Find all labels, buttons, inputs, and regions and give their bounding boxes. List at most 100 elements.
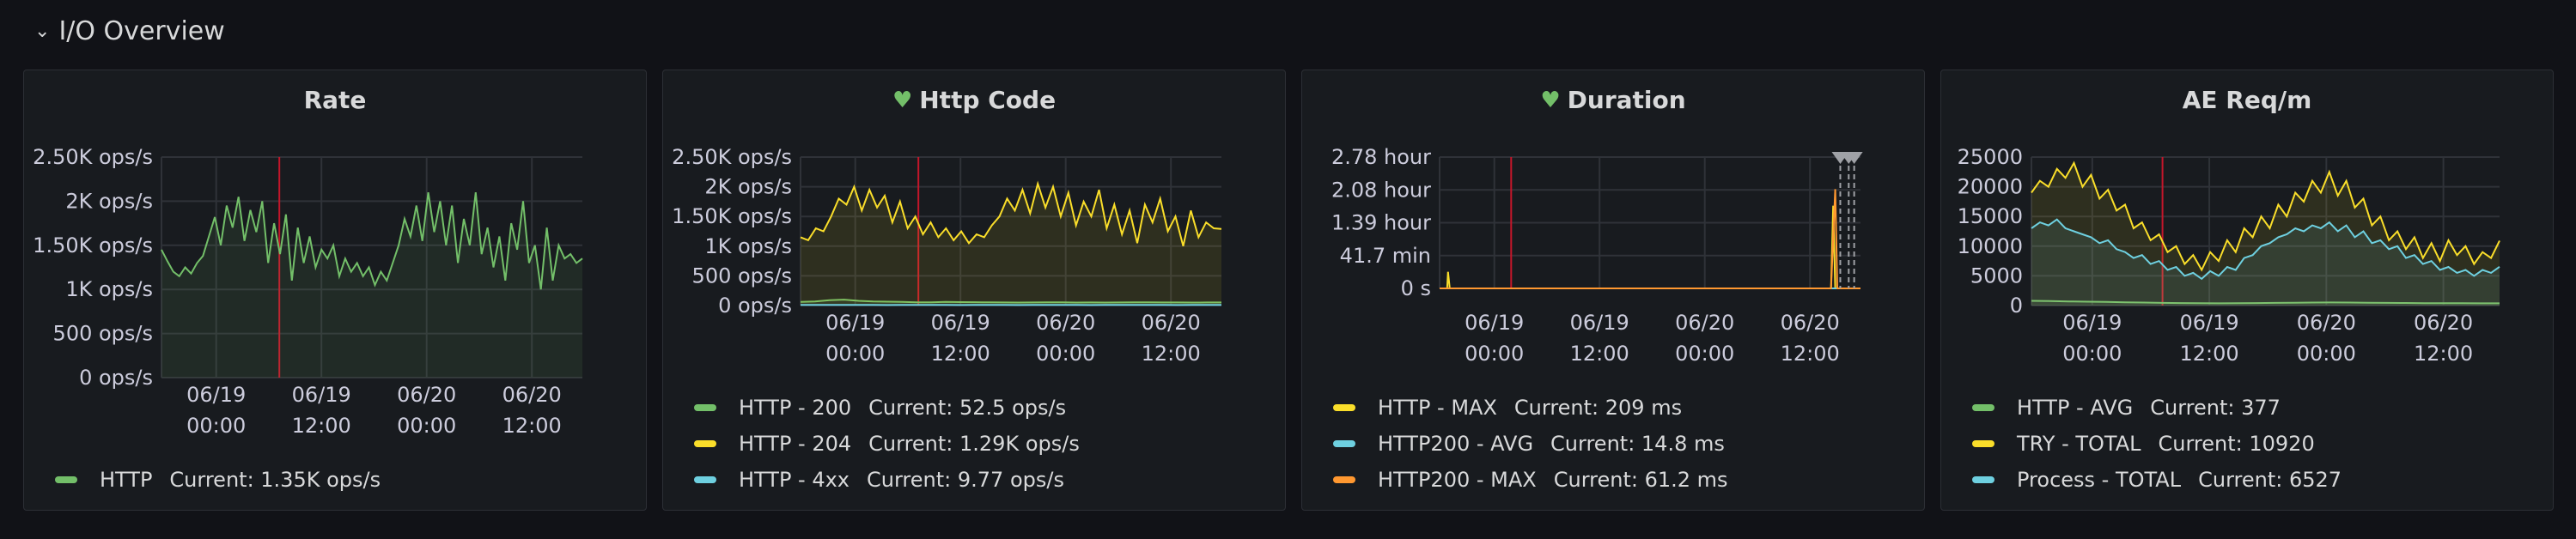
x-tick-label: 06/20 bbox=[1675, 311, 1734, 335]
y-tick-label: 1.50K ops/s bbox=[33, 233, 153, 257]
x-tick-label: 00:00 bbox=[2297, 342, 2356, 366]
legend-name: HTTP200 - AVG bbox=[1378, 432, 1534, 456]
y-tick-label: 1K ops/s bbox=[65, 277, 153, 301]
y-tick-label: 2K ops/s bbox=[65, 189, 153, 213]
y-tick-label: 15000 bbox=[1958, 204, 2023, 228]
series-line-1[interactable] bbox=[800, 180, 1222, 247]
legend-value: Current: 14.8 ms bbox=[1550, 432, 1725, 456]
panel-title-text: Duration bbox=[1567, 86, 1686, 114]
series-area bbox=[2031, 162, 2500, 306]
panel-title[interactable]: Rate bbox=[24, 86, 646, 114]
y-tick-label: 2K ops/s bbox=[704, 175, 792, 199]
chevron-down-icon[interactable]: ⌄ bbox=[34, 20, 51, 42]
chart-http-code[interactable]: 0 ops/s 500 ops/s 1K ops/s 1.50K ops/s 2K op… bbox=[663, 70, 1287, 512]
x-tick-label: 00:00 bbox=[2062, 342, 2122, 366]
y-tick-label: 0 ops/s bbox=[79, 366, 153, 390]
legend-value: Current: 61.2 ms bbox=[1553, 468, 1728, 492]
x-tick-label: 00:00 bbox=[1036, 342, 1095, 366]
y-tick-label: 5000 bbox=[1970, 263, 2023, 288]
panel-title[interactable]: ♥ Http Code bbox=[663, 86, 1285, 114]
x-tick-label: 06/19 bbox=[1465, 311, 1524, 335]
legend-name: TRY - TOTAL bbox=[2017, 432, 2141, 456]
panel-title-text: AE Req/m bbox=[2182, 86, 2312, 114]
legend-swatch bbox=[55, 476, 77, 483]
x-tick-label: 06/19 bbox=[931, 311, 990, 335]
x-tick-label: 06/19 bbox=[186, 383, 246, 407]
y-tick-label: 2.08 hour bbox=[1331, 178, 1431, 202]
series-line-0[interactable] bbox=[2031, 300, 2500, 305]
legend-item[interactable]: HTTP - AVG Current: 377 bbox=[1972, 390, 2342, 426]
panel-title[interactable]: AE Req/m bbox=[1941, 86, 2553, 114]
legend-item[interactable]: HTTP200 - MAX Current: 61.2 ms bbox=[1333, 462, 1728, 498]
heart-icon: ♥ bbox=[892, 87, 913, 113]
x-tick-label: 12:00 bbox=[502, 414, 562, 438]
legend-swatch bbox=[1333, 440, 1355, 447]
legend-item[interactable]: HTTP - 4xx Current: 9.77 ops/s bbox=[694, 462, 1080, 498]
x-tick-label: 12:00 bbox=[1570, 342, 1629, 366]
panel-http-code[interactable]: ♥ Http Code 0 ops/s 500 ops/s 1K ops/s 1.50… bbox=[662, 70, 1286, 511]
row-title: I/O Overview bbox=[58, 15, 225, 46]
x-tick-label: 06/20 bbox=[502, 383, 562, 407]
legend-item[interactable]: TRY - TOTAL Current: 10920 bbox=[1972, 426, 2342, 462]
series-area bbox=[161, 192, 582, 378]
panel-title-text: Rate bbox=[303, 86, 367, 114]
panel-duration[interactable]: ♥ Duration 0 s 41.7 min 1.39 hour 2.08 hour… bbox=[1301, 70, 1925, 511]
x-tick-label: 12:00 bbox=[2180, 342, 2239, 366]
legend-name: HTTP - MAX bbox=[1378, 396, 1497, 420]
legend-value: Current: 52.5 ops/s bbox=[868, 396, 1067, 420]
y-tick-label: 10000 bbox=[1958, 234, 2023, 258]
annotation-triangle-icon[interactable] bbox=[1845, 152, 1863, 164]
x-tick-label: 00:00 bbox=[1465, 342, 1524, 366]
legend-name: HTTP - 204 bbox=[739, 432, 852, 456]
series-line-0[interactable] bbox=[161, 191, 583, 290]
y-tick-label: 2.50K ops/s bbox=[672, 145, 792, 169]
x-tick-label: 06/20 bbox=[2297, 311, 2356, 335]
panel-ae-req[interactable]: AE Req/m 0 5000 10000 15000 20000 25000 06/19 0… bbox=[1940, 70, 2554, 511]
panel-title[interactable]: ♥ Duration bbox=[1302, 86, 1924, 114]
y-tick-label: 1.50K ops/s bbox=[672, 204, 792, 228]
legend-swatch bbox=[1333, 404, 1355, 411]
chart-rate[interactable]: 0 ops/s 500 ops/s 1K ops/s 1.50K ops/s 2K op… bbox=[24, 70, 648, 512]
legend-item[interactable]: HTTP200 - AVG Current: 14.8 ms bbox=[1333, 426, 1728, 462]
legend-value: Current: 1.35K ops/s bbox=[169, 468, 381, 492]
chart-ae-req[interactable]: 0 5000 10000 15000 20000 25000 06/19 00:00 06/19… bbox=[1941, 70, 2555, 512]
legend-name: HTTP bbox=[100, 468, 153, 492]
y-tick-label: 500 ops/s bbox=[53, 322, 153, 346]
legend-value: Current: 1.29K ops/s bbox=[868, 432, 1080, 456]
series-line-2[interactable] bbox=[2031, 218, 2500, 281]
series-line-0[interactable] bbox=[1440, 205, 1860, 289]
chart-duration[interactable]: 0 s 41.7 min 1.39 hour 2.08 hour 2.78 hour 06… bbox=[1302, 70, 1926, 512]
x-tick-label: 06/20 bbox=[1036, 311, 1095, 335]
series-line-0[interactable] bbox=[800, 299, 1221, 304]
y-tick-label: 2.50K ops/s bbox=[33, 145, 153, 169]
series-line-1[interactable] bbox=[2031, 160, 2500, 272]
legend-item[interactable]: HTTP - 204 Current: 1.29K ops/s bbox=[694, 426, 1080, 462]
legend-value: Current: 9.77 ops/s bbox=[867, 468, 1064, 492]
x-tick-label: 06/20 bbox=[1142, 311, 1201, 335]
legend-item[interactable]: HTTP - MAX Current: 209 ms bbox=[1333, 390, 1728, 426]
x-tick-label: 06/20 bbox=[397, 383, 456, 407]
x-tick-label: 06/20 bbox=[2414, 311, 2473, 335]
legend-item[interactable]: Process - TOTAL Current: 6527 bbox=[1972, 462, 2342, 498]
x-tick-label: 12:00 bbox=[1142, 342, 1201, 366]
row-header[interactable]: ⌄ I/O Overview bbox=[34, 12, 225, 50]
series-line-2[interactable] bbox=[1440, 189, 1860, 289]
x-tick-label: 06/20 bbox=[1781, 311, 1840, 335]
y-tick-label: 500 ops/s bbox=[692, 263, 792, 288]
x-tick-label: 12:00 bbox=[2414, 342, 2473, 366]
legend-value: Current: 377 bbox=[2150, 396, 2281, 420]
x-tick-label: 12:00 bbox=[931, 342, 990, 366]
x-tick-label: 06/19 bbox=[1570, 311, 1629, 335]
x-tick-label: 06/19 bbox=[2062, 311, 2122, 335]
legend-item[interactable]: HTTP - 200 Current: 52.5 ops/s bbox=[694, 390, 1080, 426]
x-tick-label: 12:00 bbox=[1781, 342, 1840, 366]
legend-swatch bbox=[1333, 476, 1355, 483]
legend-name: Process - TOTAL bbox=[2017, 468, 2182, 492]
panel-rate[interactable]: Rate 0 ops/s 500 ops/s 1K ops/s 1.50K ops/s… bbox=[23, 70, 647, 511]
legend: HTTP - 200 Current: 52.5 ops/s HTTP - 204 C… bbox=[694, 390, 1080, 498]
x-tick-label: 06/19 bbox=[292, 383, 351, 407]
panel-title-text: Http Code bbox=[919, 86, 1057, 114]
legend-item[interactable]: HTTP Current: 1.35K ops/s bbox=[55, 462, 381, 498]
legend: HTTP - MAX Current: 209 ms HTTP200 - AVG Cu… bbox=[1333, 390, 1728, 498]
legend-swatch bbox=[694, 440, 716, 447]
